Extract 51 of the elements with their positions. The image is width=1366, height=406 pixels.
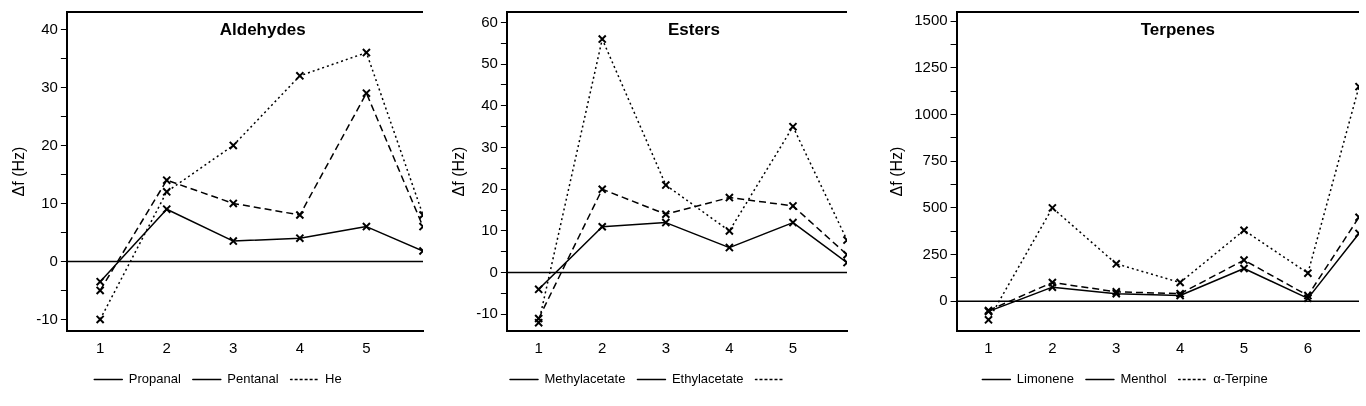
y-tick-label: 750 xyxy=(922,151,948,169)
legend-label: He xyxy=(325,371,342,387)
y-tick-label: 1250 xyxy=(914,58,948,76)
y-tick-label: 0 xyxy=(49,251,58,269)
y-axis-title: Δf (Hz) xyxy=(888,146,906,197)
y-tick-label: 250 xyxy=(922,244,948,262)
x-tick-label: 2 xyxy=(162,339,171,357)
x-tick-label: 4 xyxy=(295,339,305,357)
y-tick-label: 1000 xyxy=(914,104,948,122)
x-tick-label: 2 xyxy=(1048,339,1057,357)
text: Esters xyxy=(667,20,720,40)
y-tick-label: 500 xyxy=(922,198,948,216)
x-tick-label: 6 xyxy=(1303,339,1313,357)
x-tick-label: 1 xyxy=(984,339,993,357)
y-tick-label: 30 xyxy=(481,137,498,155)
y-tick-label: 10 xyxy=(481,221,498,239)
x-tick-label: 1 xyxy=(95,339,105,357)
legend-label: Limonene xyxy=(1016,371,1074,387)
x-tick-label: 3 xyxy=(1112,339,1121,357)
legend-label: Methylacetate xyxy=(544,371,626,387)
legend-label: α-Terpine xyxy=(1213,371,1268,387)
x-tick-label: 4 xyxy=(1175,339,1185,357)
x-tick-label: 5 xyxy=(362,339,371,357)
y-tick-label: 1500 xyxy=(914,11,948,29)
y-tick-label: 10 xyxy=(41,193,58,211)
y-tick-label: 40 xyxy=(41,19,58,37)
legend-label: Pentanal xyxy=(227,371,279,387)
text: Aldehydes xyxy=(219,20,306,40)
y-tick-label: 40 xyxy=(481,95,498,113)
y-tick-label: 0 xyxy=(939,291,948,309)
y-axis-title: Δf (Hz) xyxy=(450,146,468,197)
y-tick-label: 30 xyxy=(41,77,58,95)
y-tick-label: -10 xyxy=(476,304,498,322)
text: Terpenes xyxy=(1140,20,1216,40)
x-tick-label: 3 xyxy=(661,339,670,357)
legend-label: Propanal xyxy=(128,371,181,387)
x-tick-label: 3 xyxy=(229,339,238,357)
y-tick-label: 20 xyxy=(481,179,498,197)
y-axis-title: Δf (Hz) xyxy=(10,146,28,197)
legend-label: Menthol xyxy=(1120,371,1167,387)
legend-label: Ethylacetate xyxy=(671,371,744,387)
x-tick-label: 1 xyxy=(534,339,543,357)
y-tick-label: 0 xyxy=(489,262,498,280)
y-tick-label: 20 xyxy=(41,135,58,153)
x-tick-label: 2 xyxy=(598,339,607,357)
x-tick-label: 5 xyxy=(788,339,798,357)
y-tick-label: 50 xyxy=(481,54,498,72)
x-tick-label: 5 xyxy=(1239,339,1249,357)
x-tick-label: 4 xyxy=(725,339,734,357)
y-tick-label: 60 xyxy=(481,12,498,30)
y-tick-label: -10 xyxy=(36,309,58,327)
